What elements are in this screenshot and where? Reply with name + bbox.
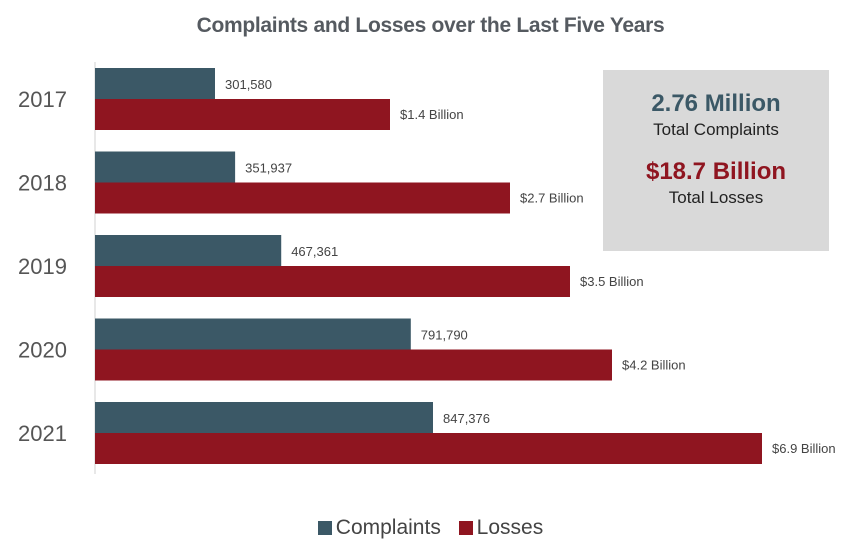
bar-losses: [95, 99, 390, 130]
chart-title: Complaints and Losses over the Last Five…: [196, 14, 665, 37]
y-tick-label: 2021: [18, 421, 67, 446]
y-tick-label: 2020: [18, 338, 67, 363]
bar-losses: [95, 182, 510, 214]
total-complaints-value: 2.76 Million: [651, 90, 781, 117]
bar-complaints: [95, 402, 433, 433]
legend-label-complaints: Complaints: [335, 516, 441, 539]
y-tick-label: 2018: [18, 171, 67, 196]
y-tick-label: 2019: [18, 254, 67, 279]
data-label-losses: $6.9 Billion: [772, 441, 836, 456]
data-label-complaints: 351,937: [245, 161, 292, 176]
bar-losses: [95, 349, 612, 381]
data-label-losses: $2.7 Billion: [520, 191, 584, 206]
legend-swatch-complaints: [317, 521, 332, 535]
data-label-losses: $3.5 Billion: [580, 274, 644, 289]
data-label-complaints: 301,580: [225, 77, 272, 92]
legend-swatch-losses: [458, 521, 473, 535]
bar-complaints: [95, 68, 215, 99]
bar-losses: [95, 266, 570, 297]
bar-complaints: [95, 235, 282, 266]
data-label-losses: $4.2 Billion: [622, 358, 686, 373]
total-losses-value: $18.7 Billion: [645, 158, 787, 185]
y-tick-label: 2017: [18, 87, 67, 112]
data-label-complaints: 791,790: [421, 328, 468, 343]
bar-losses: [95, 433, 762, 464]
legend-item-losses: Losses: [458, 516, 544, 539]
data-label-losses: $1.4 Billion: [400, 107, 464, 122]
summary-box: 2.76 Million Total Complaints $18.7 Bill…: [603, 70, 829, 251]
total-complaints-label: Total Complaints: [653, 120, 779, 139]
legend-label-losses: Losses: [476, 516, 544, 539]
legend: Complaints Losses: [0, 516, 861, 540]
data-label-complaints: 467,361: [291, 244, 338, 259]
total-losses-label: Total Losses: [668, 188, 764, 207]
data-label-complaints: 847,376: [443, 411, 490, 426]
legend-item-complaints: Complaints: [317, 516, 441, 539]
bar-complaints: [95, 318, 411, 350]
bar-complaints: [95, 151, 236, 183]
